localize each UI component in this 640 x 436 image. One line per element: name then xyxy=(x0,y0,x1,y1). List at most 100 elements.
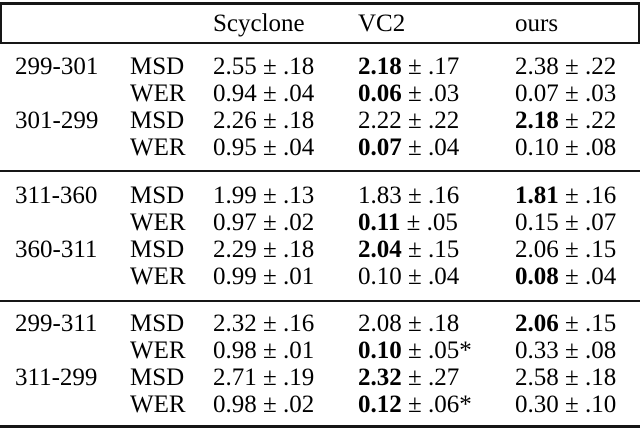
header-empty-pair xyxy=(0,5,115,43)
plus-minus-symbol: ± xyxy=(401,391,428,418)
metric-label: WER xyxy=(130,209,186,236)
error-value: .13 xyxy=(282,182,315,209)
value-cell-vc2: 0.12 ± .06* xyxy=(358,391,515,427)
mean-value: 2.18 xyxy=(515,107,559,134)
error-value: .05 xyxy=(426,209,458,236)
plus-minus-symbol: ± xyxy=(256,310,283,337)
value-cell-scyclone: 2.71 ± .19 xyxy=(213,364,358,391)
plus-minus-symbol: ± xyxy=(401,263,428,290)
error-value: .18 xyxy=(282,107,315,134)
mean-value: 1.83 xyxy=(358,182,402,209)
value-cell-scyclone: 0.95 ± .04 xyxy=(213,134,358,171)
table-row: WER 0.95 ± .04 0.07 ± .04 0.10 ± .08 xyxy=(0,134,640,171)
table-section-2: 311-360 MSD 1.99 ± .13 1.83 ± .16 1.81 ± .16… xyxy=(0,171,640,301)
mean-value: 2.18 xyxy=(358,53,402,80)
mean-value: 2.06 xyxy=(515,310,559,337)
mean-value: 2.32 xyxy=(213,310,257,337)
mean-value: 0.98 xyxy=(213,337,257,364)
value-cell-scyclone: 2.32 ± .16 xyxy=(213,301,358,337)
plus-minus-symbol: ± xyxy=(558,337,585,364)
header-row: Scyclone VC2 ours xyxy=(0,5,640,43)
mean-value: 2.06 xyxy=(515,236,559,263)
plus-minus-symbol: ± xyxy=(558,182,585,209)
plus-minus-symbol: ± xyxy=(401,364,428,391)
header-ours: ours xyxy=(515,10,559,37)
value-cell-vc2: 1.83 ± .16 xyxy=(358,171,515,209)
pair-label xyxy=(0,209,115,236)
error-value: .08 xyxy=(584,134,617,161)
pair-label xyxy=(0,134,115,171)
error-value: .03 xyxy=(584,80,617,107)
mean-value: 0.33 xyxy=(515,337,559,364)
error-value: .04 xyxy=(584,263,617,290)
table-left-edge-line xyxy=(0,2,2,44)
error-value: .16 xyxy=(282,310,315,337)
error-value: .16 xyxy=(584,182,617,209)
metric-label: MSD xyxy=(130,236,185,263)
plus-minus-symbol: ± xyxy=(558,391,585,418)
mean-value: 2.71 xyxy=(213,364,257,391)
value-cell-ours: 0.15 ± .07 xyxy=(515,209,640,236)
table-row: 311-299 MSD 2.71 ± .19 2.32 ± .27 2.58 ± .18 xyxy=(0,364,640,391)
error-value: .04 xyxy=(427,134,460,161)
metric-label: WER xyxy=(130,337,186,364)
plus-minus-symbol: ± xyxy=(401,236,428,263)
plus-minus-symbol: ± xyxy=(256,209,283,236)
value-cell-scyclone: 0.98 ± .02 xyxy=(213,391,358,427)
mean-value: 0.07 xyxy=(515,80,559,107)
value-cell-vc2: 2.04 ± .15 xyxy=(358,236,515,263)
plus-minus-symbol: ± xyxy=(558,107,585,134)
value-cell-ours: 0.07 ± .03 xyxy=(515,80,640,107)
mean-value: 2.26 xyxy=(213,107,257,134)
mean-value: 0.30 xyxy=(515,391,559,418)
pair-label: 311-360 xyxy=(15,182,98,209)
mean-value: 2.29 xyxy=(213,236,257,263)
plus-minus-symbol: ± xyxy=(558,364,585,391)
mean-value: 2.38 xyxy=(515,53,559,80)
plus-minus-symbol: ± xyxy=(256,182,283,209)
value-cell-scyclone: 2.26 ± .18 xyxy=(213,107,358,134)
table-row: WER 0.99 ± .01 0.10 ± .04 0.08 ± .04 xyxy=(0,263,640,301)
value-cell-ours: 2.18 ± .22 xyxy=(515,107,640,134)
mean-value: 0.97 xyxy=(213,209,257,236)
value-cell-ours: 2.06 ± .15 xyxy=(515,301,640,337)
mean-value: 2.22 xyxy=(358,107,402,134)
pair-label xyxy=(0,391,115,427)
error-value: .07 xyxy=(584,209,617,236)
value-cell-scyclone: 1.99 ± .13 xyxy=(213,171,358,209)
table-row: 311-360 MSD 1.99 ± .13 1.83 ± .16 1.81 ± .16 xyxy=(0,171,640,209)
value-cell-vc2: 2.08 ± .18 xyxy=(358,301,515,337)
metric-label: WER xyxy=(130,263,186,290)
value-cell-vc2: 0.06 ± .03 xyxy=(358,80,515,107)
error-value: .18 xyxy=(584,364,617,391)
table-row: 301-299 MSD 2.26 ± .18 2.22 ± .22 2.18 ± .22 xyxy=(0,107,640,134)
error-value: .01 xyxy=(282,263,315,290)
plus-minus-symbol: ± xyxy=(256,80,283,107)
mean-value: 0.07 xyxy=(358,134,402,161)
results-table: Scyclone VC2 ours 299-301 MSD 2.55 ± .18 2.… xyxy=(0,5,640,428)
mean-value: 2.08 xyxy=(358,310,402,337)
value-cell-ours: 0.08 ± .04 xyxy=(515,263,640,301)
plus-minus-symbol: ± xyxy=(558,134,585,161)
value-cell-ours: 2.38 ± .22 xyxy=(515,43,640,80)
mean-value: 1.81 xyxy=(515,182,559,209)
plus-minus-symbol: ± xyxy=(256,107,283,134)
value-cell-vc2: 2.22 ± .22 xyxy=(358,107,515,134)
table-right-edge-line xyxy=(638,2,640,44)
mean-value: 0.10 xyxy=(515,134,559,161)
error-value: .15 xyxy=(427,236,460,263)
table-row: 299-301 MSD 2.55 ± .18 2.18 ± .17 2.38 ± .22 xyxy=(0,43,640,80)
mean-value: 0.06 xyxy=(358,80,402,107)
error-value: .27 xyxy=(427,364,460,391)
mean-value: 0.10 xyxy=(358,337,402,364)
mean-value: 0.98 xyxy=(213,391,257,418)
plus-minus-symbol: ± xyxy=(400,209,427,236)
error-value: .18 xyxy=(282,236,315,263)
plus-minus-symbol: ± xyxy=(401,182,428,209)
plus-minus-symbol: ± xyxy=(256,53,283,80)
table-header: Scyclone VC2 ours xyxy=(0,5,640,43)
pair-label: 311-299 xyxy=(15,364,98,391)
header-empty-metric xyxy=(115,5,213,43)
metric-label: MSD xyxy=(130,310,185,337)
error-value: .08 xyxy=(584,337,617,364)
